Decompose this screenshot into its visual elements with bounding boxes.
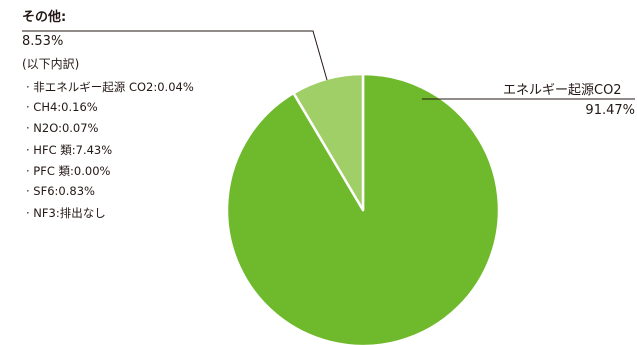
breakdown-item-sf6: · SF6:0.83% (26, 184, 95, 198)
breakdown-item-hfc: · HFC 類:7.43% (26, 143, 113, 157)
breakdown-heading: (以下内訳) (22, 57, 80, 71)
breakdown-item-n2o: · N2O:0.07% (26, 121, 99, 135)
breakdown-item-pfc: · PFC 類:0.00% (26, 164, 111, 178)
pie-slices (225, 72, 501, 345)
energy-co2-slice-label: エネルギー起源CO2 (503, 83, 622, 98)
breakdown-item-nf3: · NF3:排出なし (26, 206, 106, 220)
leader-lines (22, 30, 635, 100)
energy-co2-slice-value: 91.47% (585, 103, 635, 118)
other-leader-line (22, 30, 328, 81)
breakdown-item-ch4: · CH4:0.16% (26, 100, 98, 114)
other-slice-label: その他: (22, 10, 67, 25)
breakdown-item-nonenergy-co2: · 非エネルギー起源 CO2:0.04% (26, 80, 194, 94)
other-slice-value: 8.53% (22, 34, 64, 49)
